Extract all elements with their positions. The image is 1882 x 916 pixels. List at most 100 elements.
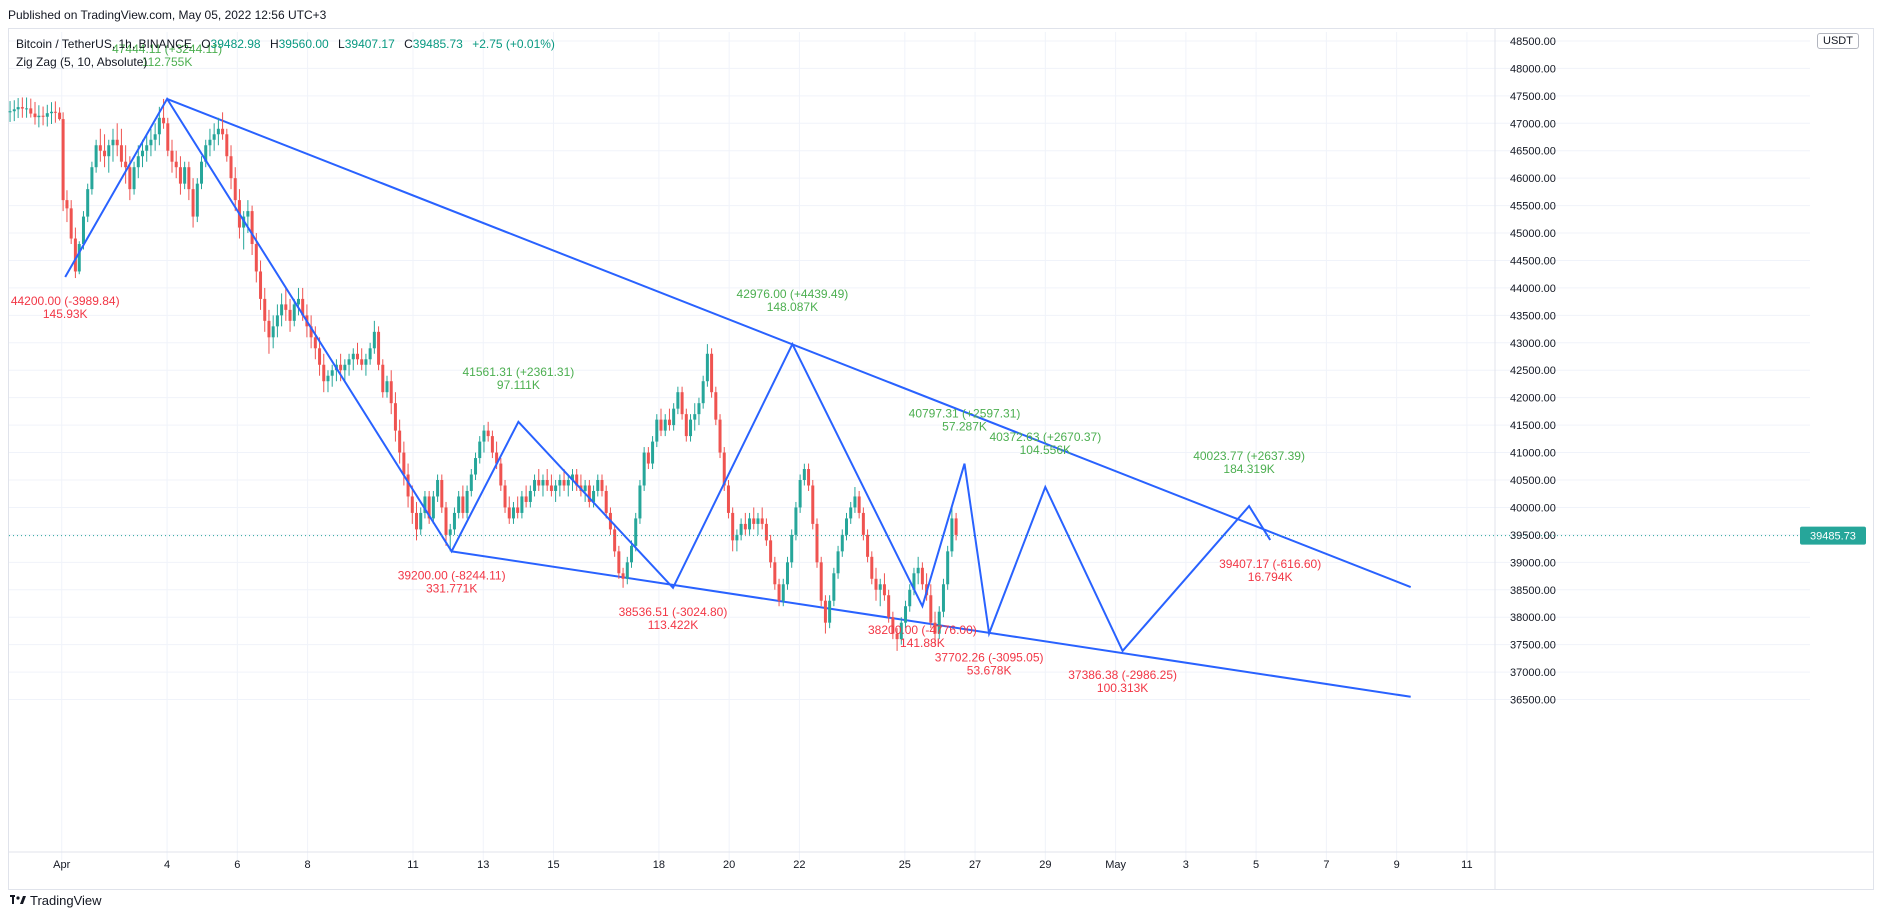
currency-button[interactable]: USDT — [1817, 33, 1859, 49]
price-tick-label: 40000.00 — [1510, 502, 1556, 514]
candle-body — [431, 496, 435, 519]
candle-body — [807, 469, 811, 486]
price-tick-label: 38500.00 — [1510, 585, 1556, 597]
candle-body — [785, 562, 789, 585]
candlestick-series — [8, 97, 958, 651]
candle-body — [857, 496, 861, 513]
candle-body — [174, 161, 178, 168]
price-tick-label: 41500.00 — [1510, 420, 1556, 432]
candle-body — [503, 485, 507, 508]
price-tick-label: 46000.00 — [1510, 173, 1556, 185]
time-tick-label: 6 — [234, 859, 240, 871]
candle-body — [313, 337, 317, 349]
candle-body — [937, 611, 941, 634]
candle-body — [457, 496, 461, 513]
price-tick-label: 43500.00 — [1510, 310, 1556, 322]
candle-body — [254, 244, 258, 272]
candle-body — [929, 595, 933, 623]
price-tick-label: 44000.00 — [1510, 283, 1556, 295]
candle-body — [406, 474, 410, 497]
candle-body — [25, 108, 29, 110]
candle-body — [828, 600, 832, 623]
candle-body — [819, 562, 823, 601]
candle-body — [823, 600, 827, 623]
candle-body — [621, 573, 625, 579]
candle-body — [667, 419, 671, 426]
candle-body — [410, 496, 414, 513]
time-tick-label: 7 — [1323, 859, 1329, 871]
candle-body — [12, 109, 16, 112]
footer-brand[interactable]: TradingView — [30, 892, 102, 908]
candle-body — [318, 348, 322, 365]
candle-body — [381, 364, 385, 393]
candle-body — [710, 353, 714, 393]
candle-body — [111, 139, 115, 146]
candle-body — [554, 485, 558, 491]
candle-body — [280, 304, 284, 316]
candle-body — [393, 403, 397, 431]
low-label: L — [338, 37, 345, 51]
time-tick-label: 9 — [1394, 859, 1400, 871]
candle-body — [495, 452, 499, 464]
candle-body — [533, 480, 537, 491]
candle-body — [469, 474, 473, 491]
candle-body — [625, 562, 629, 579]
tradingview-logo-icon[interactable] — [10, 893, 26, 908]
pivot-label: 47444.11 (+3244.11) — [112, 42, 222, 56]
time-tick-label: 29 — [1039, 859, 1051, 871]
candle-body — [65, 200, 69, 209]
candle-body — [246, 211, 250, 217]
price-tick-label: 47000.00 — [1510, 118, 1556, 130]
time-tick-label: 15 — [547, 859, 559, 871]
candle-body — [916, 567, 920, 574]
candle-body — [140, 150, 144, 157]
candle-body — [676, 392, 680, 409]
candle-body — [689, 419, 693, 437]
time-tick-label: Apr — [53, 859, 70, 871]
candle-body — [739, 523, 743, 535]
candle-body — [8, 111, 12, 113]
candle-body — [233, 178, 237, 201]
candle-body — [128, 167, 132, 190]
candle-body — [372, 331, 376, 349]
chart-grid — [9, 32, 1810, 860]
candle-body — [583, 485, 587, 491]
price-tick-label: 39000.00 — [1510, 557, 1556, 569]
candle-body — [200, 161, 204, 184]
candle-body — [646, 452, 650, 464]
candle-body — [330, 370, 334, 376]
candle-body — [849, 507, 853, 519]
candle-body — [221, 128, 225, 135]
candle-body — [166, 123, 170, 151]
candle-body — [769, 540, 773, 563]
zigzag-indicator — [64, 96, 1272, 653]
candle-body — [912, 573, 916, 590]
candle-body — [663, 419, 667, 431]
pivot-label: 37386.38 (-2986.25) — [1068, 668, 1177, 682]
close-value: 39485.73 — [412, 37, 463, 51]
candle-body — [866, 534, 870, 557]
trendline-upper — [166, 97, 1412, 588]
pivot-volume: 141.88K — [900, 636, 945, 650]
indicator-title[interactable]: Zig Zag (5, 10, Absolute) — [16, 55, 148, 69]
price-tick-label: 46500.00 — [1510, 146, 1556, 158]
time-tick-label: 11 — [1461, 859, 1472, 871]
candle-body — [832, 573, 836, 601]
chart-legend: Bitcoin / TetherUS, 1h, BINANCE O39482.9… — [16, 35, 555, 71]
candle-body — [90, 167, 94, 190]
candle-body — [33, 113, 37, 118]
pivot-label: 37702.26 (-3095.05) — [935, 651, 1044, 665]
candle-body — [149, 139, 153, 146]
candle-body — [752, 518, 756, 524]
candle-body — [355, 353, 359, 360]
symbol-title[interactable]: Bitcoin / TetherUS, 1h, BINANCE — [16, 37, 192, 51]
pivot-volume: 112.755K — [142, 55, 193, 69]
candle-body — [339, 364, 343, 371]
close-label: C — [404, 37, 413, 51]
price-tick-label: 36500.00 — [1510, 695, 1556, 707]
candle-body — [773, 562, 777, 585]
candle-body — [486, 430, 490, 437]
time-tick-label: May — [1105, 859, 1126, 871]
candle-body — [908, 589, 912, 607]
